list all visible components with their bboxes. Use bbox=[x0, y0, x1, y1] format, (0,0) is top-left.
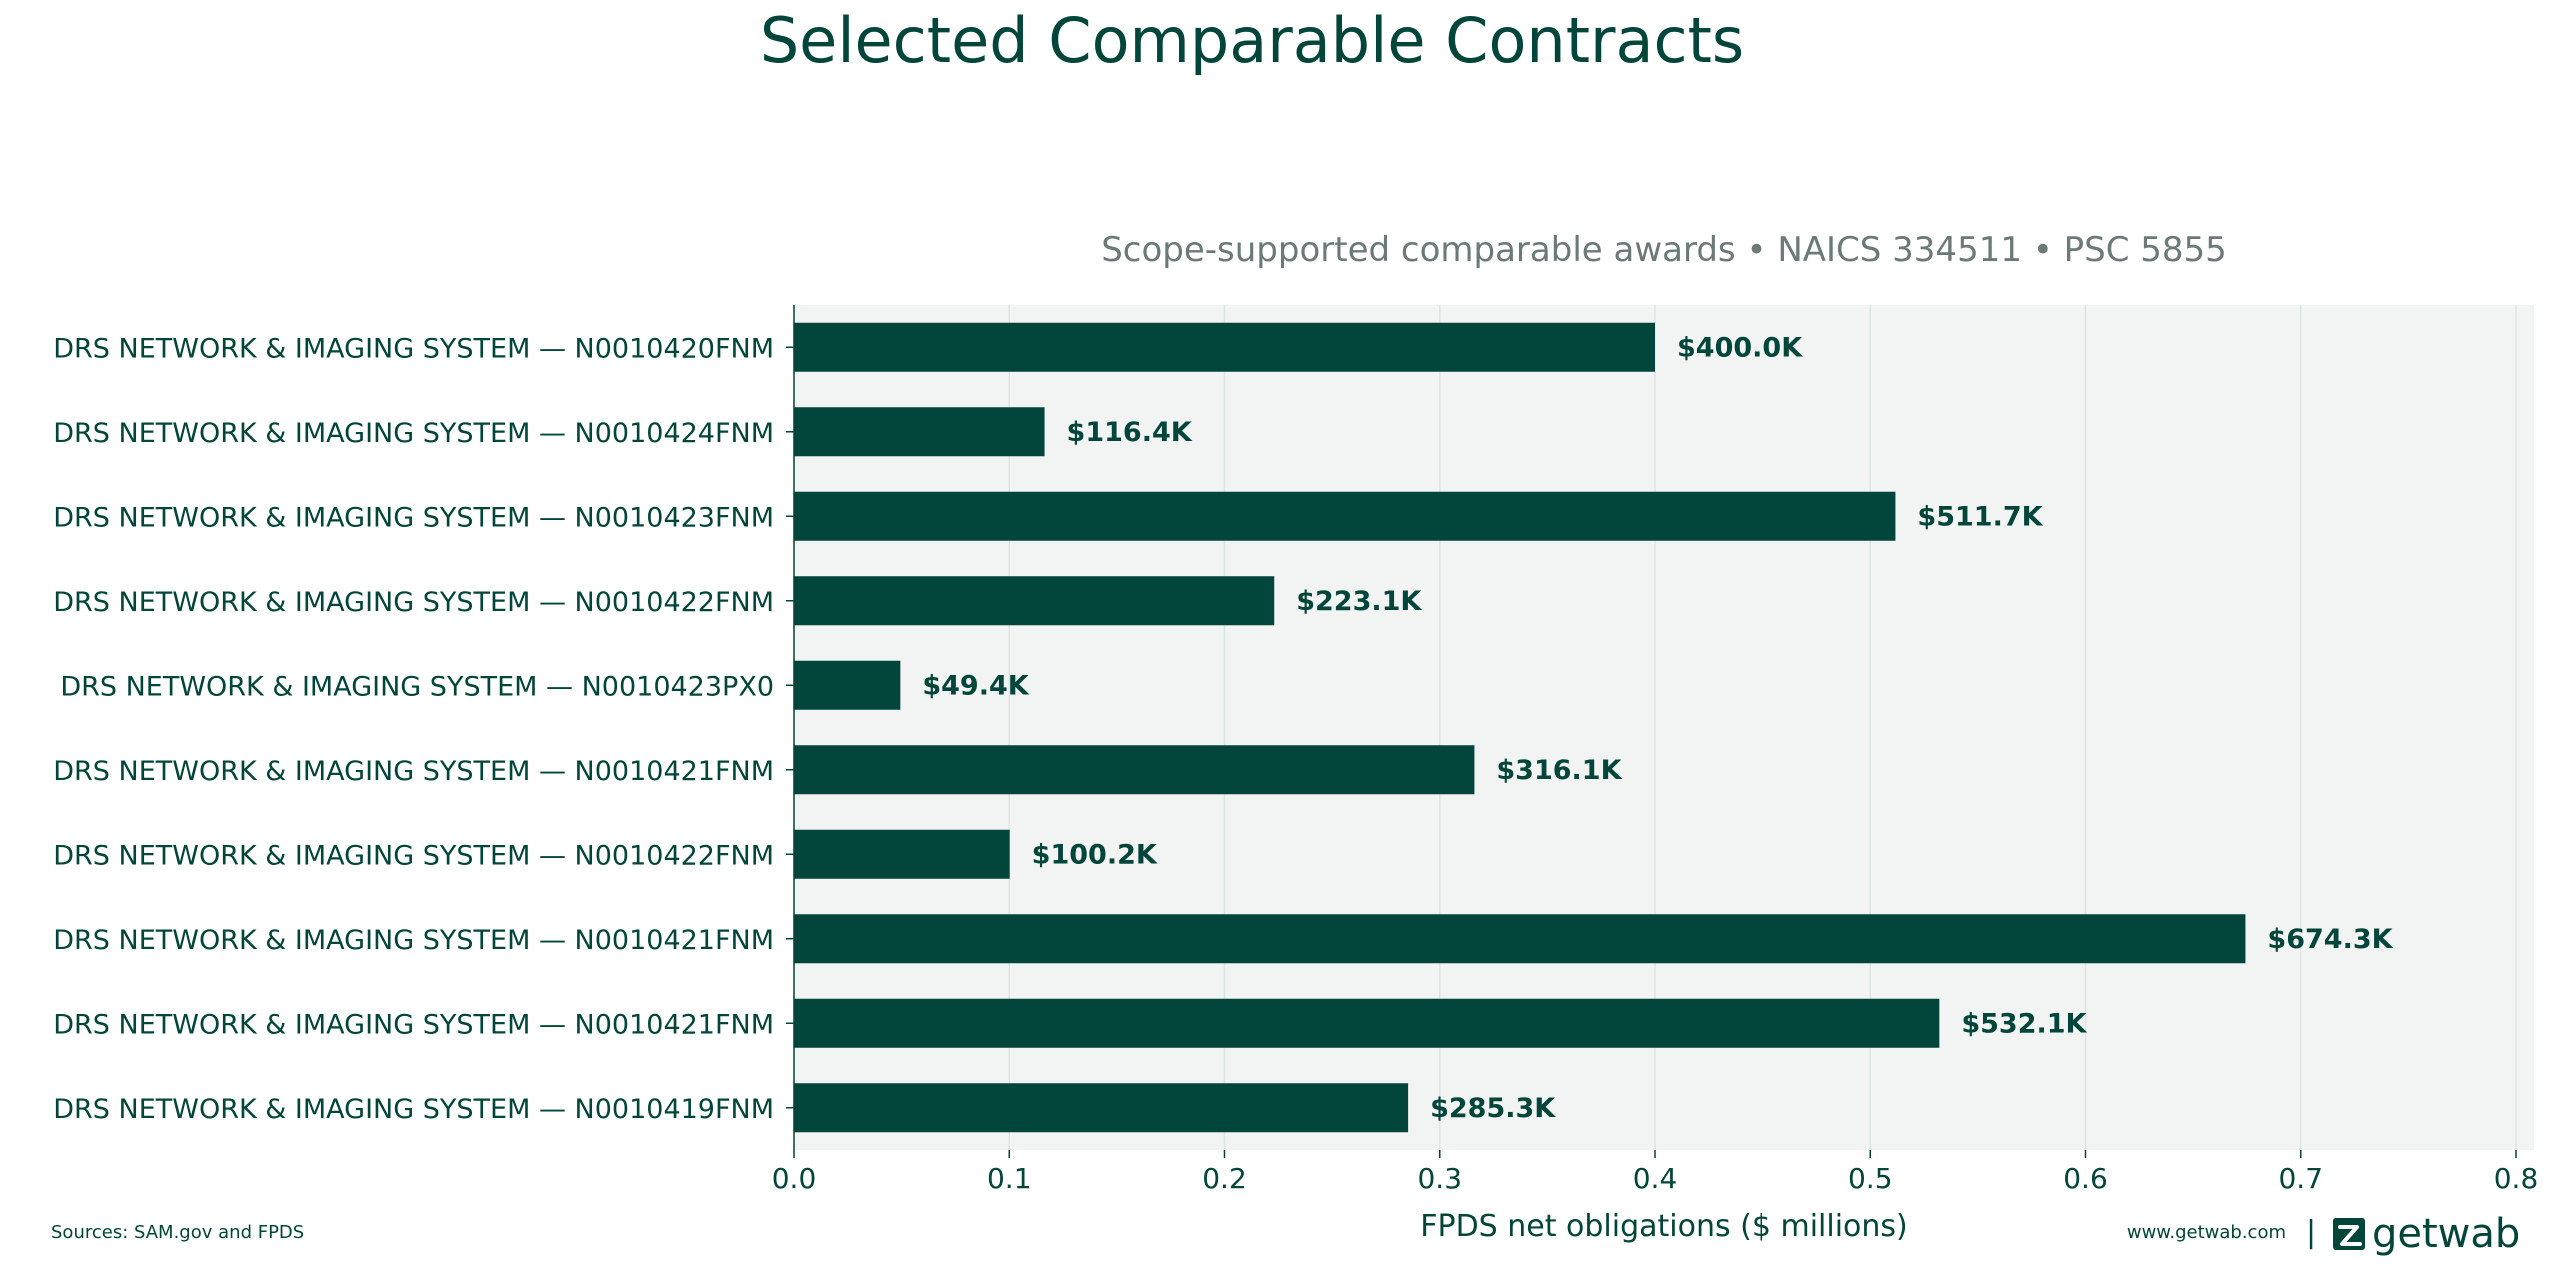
footer-website: www.getwab.com bbox=[2127, 1222, 2286, 1243]
bar bbox=[794, 829, 1010, 879]
y-tick-label: DRS NETWORK & IMAGING SYSTEM — N0010420F… bbox=[53, 333, 774, 364]
x-tick-label: 0.2 bbox=[1202, 1162, 1247, 1195]
bar-value-label: $285.3K bbox=[1430, 1093, 1556, 1124]
plot-area: 0.0 0.1 0.2 0.3 0.4 0.5 0.6 0.7 0.8 DRS NETWORK &… bbox=[53, 305, 2538, 1195]
bar-value-label: $400.0K bbox=[1677, 332, 1803, 363]
bar-value-label: $316.1K bbox=[1496, 755, 1622, 786]
x-tick-label: 0.8 bbox=[2494, 1162, 2539, 1195]
x-axis-label: FPDS net obligations ($ millions) bbox=[1420, 1209, 1908, 1244]
y-tick-label: DRS NETWORK & IMAGING SYSTEM — N0010422F… bbox=[53, 840, 774, 871]
x-tick-label: 0.3 bbox=[1417, 1162, 1462, 1195]
bar-value-label: $223.1K bbox=[1296, 586, 1422, 617]
x-tick-label: 0.0 bbox=[772, 1162, 817, 1195]
y-tick-label: DRS NETWORK & IMAGING SYSTEM — N0010421F… bbox=[53, 925, 774, 956]
bar-value-label: $674.3K bbox=[2267, 924, 2393, 955]
y-tick-label: DRS NETWORK & IMAGING SYSTEM — N0010421F… bbox=[53, 756, 774, 787]
y-tick-label: DRS NETWORK & IMAGING SYSTEM — N0010423P… bbox=[60, 671, 774, 702]
chart-title: Selected Comparable Contracts bbox=[760, 4, 1744, 77]
bar bbox=[794, 576, 1275, 626]
bar bbox=[794, 660, 901, 710]
x-tick-label: 0.7 bbox=[2278, 1162, 2323, 1195]
bar bbox=[794, 998, 1940, 1048]
bar-value-label: $532.1K bbox=[1961, 1008, 2087, 1039]
footer-separator: | bbox=[2306, 1215, 2316, 1250]
chart-subtitle: Scope-supported comparable awards • NAIC… bbox=[1101, 230, 2227, 270]
bar-value-label: $100.2K bbox=[1032, 839, 1158, 870]
bar bbox=[794, 491, 1896, 541]
x-tick-label: 0.6 bbox=[2063, 1162, 2108, 1195]
x-tick-label: 0.1 bbox=[987, 1162, 1032, 1195]
y-tick-label: DRS NETWORK & IMAGING SYSTEM — N0010421F… bbox=[53, 1009, 774, 1040]
bar bbox=[794, 322, 1655, 372]
x-tick-label: 0.4 bbox=[1633, 1162, 1678, 1195]
bar bbox=[794, 914, 2246, 964]
bar-value-label: $511.7K bbox=[1917, 501, 2043, 532]
y-tick-label: DRS NETWORK & IMAGING SYSTEM — N0010424F… bbox=[53, 418, 774, 449]
bar-value-label: $116.4K bbox=[1067, 417, 1193, 448]
y-tick-label: DRS NETWORK & IMAGING SYSTEM — N0010419F… bbox=[53, 1094, 774, 1125]
y-tick-label: DRS NETWORK & IMAGING SYSTEM — N0010423F… bbox=[53, 502, 774, 533]
x-tick-label: 0.5 bbox=[1848, 1162, 1893, 1195]
y-tick-label: DRS NETWORK & IMAGING SYSTEM — N0010422F… bbox=[53, 587, 774, 618]
bar-value-label: $49.4K bbox=[922, 670, 1029, 701]
bar bbox=[794, 1083, 1409, 1133]
footer-source: Sources: SAM.gov and FPDS bbox=[51, 1222, 304, 1243]
bar bbox=[794, 407, 1045, 457]
bar bbox=[794, 745, 1475, 795]
getwab-logo: getwab bbox=[2333, 1211, 2520, 1257]
logo-wordmark: getwab bbox=[2372, 1211, 2520, 1257]
logo-icon bbox=[2333, 1218, 2365, 1250]
